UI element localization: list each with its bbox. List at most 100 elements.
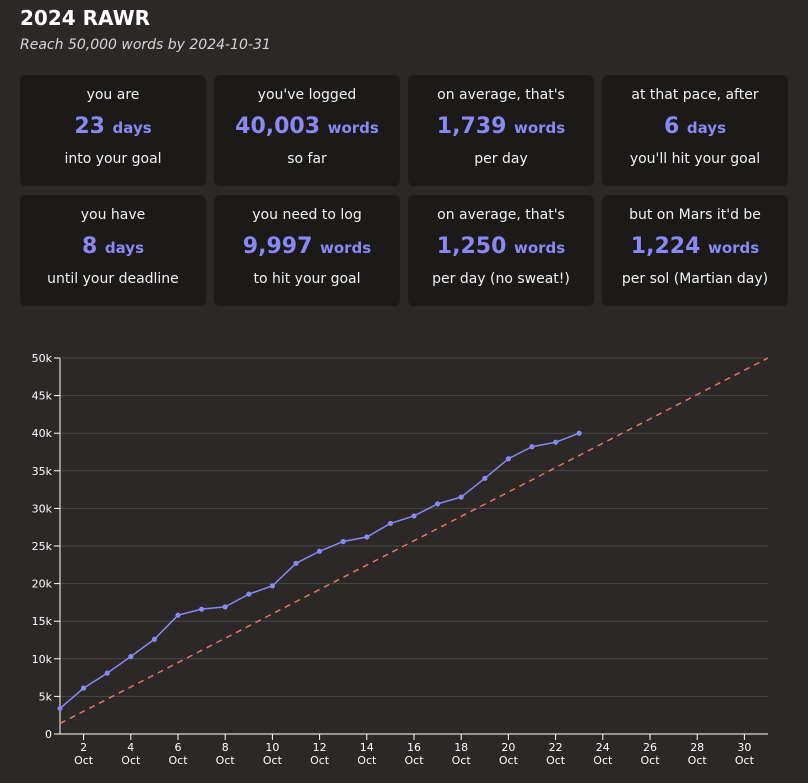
- x-tick-label-month: Oct: [452, 754, 472, 767]
- stat-number: 23: [74, 114, 105, 139]
- x-tick-label-day: 12: [313, 741, 327, 754]
- x-tick-label-month: Oct: [168, 754, 188, 767]
- stat-pre: on average, that's: [437, 207, 565, 223]
- progress-point: [340, 538, 346, 545]
- progress-point: [128, 653, 134, 660]
- stat-card-words-needed: you need to log 9,997 words to hit your …: [214, 195, 400, 306]
- stat-pre: you are: [86, 87, 140, 103]
- y-tick-label: 30k: [32, 502, 53, 515]
- progress-point: [364, 534, 370, 540]
- progress-point: [293, 560, 299, 566]
- stat-pre: you've logged: [257, 87, 357, 103]
- y-tick-label: 0: [45, 728, 52, 741]
- x-tick-label-day: 4: [127, 741, 134, 754]
- goal-subtitle: Reach 50,000 words by 2024-10-31: [20, 37, 271, 53]
- progress-point: [529, 444, 535, 450]
- x-tick-label-month: Oct: [688, 754, 708, 767]
- x-tick-label-month: Oct: [74, 754, 94, 767]
- stat-post: per day (no sweat!): [432, 271, 570, 287]
- stat-post: until your deadline: [47, 271, 179, 287]
- progress-point: [458, 494, 464, 500]
- x-tick-label-day: 14: [360, 741, 374, 754]
- progress-point: [269, 583, 275, 589]
- x-tick-label-day: 26: [643, 741, 657, 754]
- x-tick-label-day: 24: [596, 741, 610, 754]
- progress-point: [505, 456, 511, 462]
- stat-value: 6 days: [664, 112, 726, 143]
- stat-unit: words: [327, 119, 379, 137]
- progress-point: [199, 606, 205, 612]
- x-tick-label-month: Oct: [499, 754, 519, 767]
- stat-card-average-per-day: on average, that's 1,739 words per day: [408, 75, 594, 186]
- progress-point: [553, 439, 559, 445]
- stat-unit: words: [513, 239, 566, 257]
- stat-unit: words: [513, 119, 566, 137]
- stat-card-required-per-day: on average, that's 1,250 words per day (…: [408, 195, 594, 306]
- stat-card-days-until-deadline: you have 8 days until your deadline: [20, 195, 206, 306]
- stat-post: per day: [474, 151, 528, 167]
- stat-value: 1,224 words: [631, 232, 759, 263]
- stat-value: 8 days: [82, 232, 144, 263]
- progress-point: [104, 670, 110, 676]
- progress-point: [57, 705, 63, 712]
- x-tick-label-day: 18: [454, 741, 468, 754]
- stat-value: 1,739 words: [437, 112, 565, 143]
- progress-line: [59, 432, 580, 710]
- stat-number: 8: [82, 234, 98, 259]
- stat-unit: days: [686, 119, 726, 137]
- progress-point: [387, 520, 393, 527]
- stat-card-days-into-goal: you are 23 days into your goal: [20, 75, 206, 186]
- progress-point: [411, 513, 417, 519]
- y-tick-label: 40k: [32, 427, 53, 440]
- stat-number: 1,224: [630, 234, 701, 259]
- stat-post: so far: [287, 151, 327, 167]
- x-tick-label-day: 20: [501, 741, 515, 754]
- stat-number: 40,003: [235, 114, 321, 139]
- stat-unit: days: [112, 119, 152, 137]
- y-tick-label: 5k: [39, 690, 53, 703]
- stat-value: 9,997 words: [243, 232, 371, 263]
- stat-card-words-logged: you've logged 40,003 words so far: [214, 75, 400, 186]
- x-tick-label-month: Oct: [404, 754, 424, 767]
- x-tick-label-month: Oct: [121, 754, 141, 767]
- x-tick-label-day: 6: [175, 741, 182, 754]
- stat-value: 40,003 words: [235, 112, 379, 143]
- progress-point: [576, 430, 582, 436]
- target-pace-line: [59, 357, 769, 725]
- x-tick-label-month: Oct: [310, 754, 330, 767]
- progress-point: [175, 612, 181, 618]
- x-tick-label-month: Oct: [216, 754, 236, 767]
- progress-point: [81, 685, 87, 691]
- x-tick-label-month: Oct: [593, 754, 613, 767]
- stats-grid: you are 23 days into your goal you've lo…: [20, 75, 788, 307]
- stat-value: 23 days: [74, 112, 151, 143]
- stat-pre: you have: [80, 207, 146, 223]
- y-tick-label: 20k: [32, 578, 53, 591]
- y-tick-label: 45k: [32, 390, 53, 403]
- x-tick-label-month: Oct: [546, 754, 566, 767]
- x-tick-label-month: Oct: [735, 754, 755, 767]
- progress-point: [435, 501, 441, 507]
- progress-point: [317, 548, 323, 554]
- stat-post: into your goal: [64, 151, 162, 167]
- stat-card-per-sol: but on Mars it'd be 1,224 words per sol …: [602, 195, 788, 306]
- x-tick-label-month: Oct: [263, 754, 283, 767]
- stat-post: you'll hit your goal: [629, 151, 761, 167]
- stat-pre: at that pace, after: [631, 87, 759, 103]
- x-tick-label-month: Oct: [357, 754, 377, 767]
- y-tick-label: 10k: [32, 653, 53, 666]
- y-tick-label: 35k: [32, 465, 53, 478]
- progress-point: [222, 604, 228, 610]
- stat-pre: but on Mars it'd be: [629, 207, 761, 223]
- x-tick-label-month: Oct: [640, 754, 660, 767]
- stat-number: 1,250: [436, 234, 507, 259]
- stat-pre: you need to log: [252, 207, 362, 223]
- x-tick-label-day: 2: [80, 741, 87, 754]
- stat-unit: words: [319, 239, 372, 257]
- x-tick-label-day: 8: [222, 741, 229, 754]
- x-tick-label-day: 10: [265, 741, 279, 754]
- stat-pre: on average, that's: [437, 87, 565, 103]
- x-tick-label-day: 22: [549, 741, 563, 754]
- stat-number: 9,997: [242, 234, 313, 259]
- stat-number: 6: [664, 114, 680, 139]
